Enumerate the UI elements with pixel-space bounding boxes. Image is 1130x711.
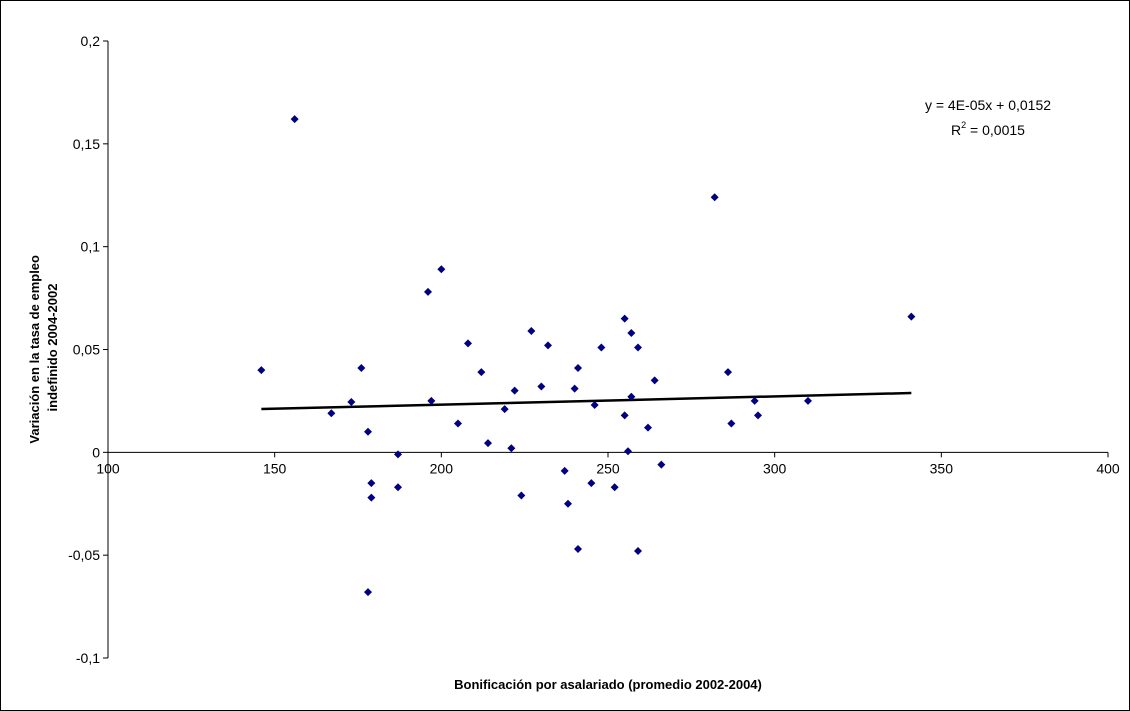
y-axis-title-line-2: indefinido 2004-2002 xyxy=(45,284,60,412)
data-point xyxy=(564,499,572,508)
x-axis-title: Bonificación por asalariado (promedio 20… xyxy=(454,677,762,692)
y-axis-title: Variación en la tasa de empleo indefinid… xyxy=(27,251,60,443)
r2-prefix: R xyxy=(951,122,961,138)
x-tick-label: 400 xyxy=(1096,460,1120,476)
y-tick-label: 0 xyxy=(92,444,100,460)
data-point xyxy=(560,466,569,475)
data-point xyxy=(357,364,366,373)
y-tick-label: 0,15 xyxy=(73,136,100,152)
data-point xyxy=(570,384,579,393)
data-point xyxy=(724,368,732,377)
data-point xyxy=(394,450,402,459)
data-point xyxy=(544,341,552,350)
trendline-r-squared: R2 = 0,0015 xyxy=(951,120,1025,138)
y-axis-title-line-1: Variación en la tasa de empleo xyxy=(27,255,42,444)
data-point xyxy=(477,368,486,377)
data-point xyxy=(527,326,536,335)
data-point xyxy=(484,439,492,448)
r2-value: = 0,0015 xyxy=(966,122,1025,138)
x-tick-label: 200 xyxy=(430,460,454,476)
data-point xyxy=(754,411,762,420)
trendline-group xyxy=(261,391,912,411)
r2-exponent: 2 xyxy=(961,120,966,130)
data-point xyxy=(597,343,606,352)
trendline xyxy=(261,391,912,411)
data-point xyxy=(644,423,652,432)
data-point xyxy=(507,444,516,453)
data-point xyxy=(627,392,636,401)
y-axis-ticks: -0,1 -0,05 0 0,05 0,1 0,15 0,2 xyxy=(68,33,108,666)
data-point xyxy=(424,287,432,296)
data-point xyxy=(290,115,299,124)
x-tick-label: 350 xyxy=(930,460,954,476)
data-point xyxy=(464,339,472,348)
data-point xyxy=(257,366,266,375)
data-point xyxy=(364,588,372,597)
data-point xyxy=(727,419,736,428)
data-point xyxy=(367,479,376,488)
data-point xyxy=(634,547,642,556)
data-point xyxy=(454,419,462,428)
trendline-equation: y = 4E-05x + 0,0152 xyxy=(925,97,1051,113)
data-point xyxy=(710,193,719,202)
data-point xyxy=(537,382,546,391)
data-point xyxy=(907,312,916,321)
data-point xyxy=(804,396,812,405)
data-point xyxy=(500,405,509,414)
data-point xyxy=(510,386,519,395)
data-point xyxy=(627,329,636,338)
data-point xyxy=(367,493,376,502)
data-point xyxy=(574,544,582,553)
x-tick-label: 100 xyxy=(96,460,120,476)
data-points xyxy=(257,115,916,597)
x-tick-label: 250 xyxy=(596,460,620,476)
data-point xyxy=(327,409,336,418)
data-point xyxy=(437,265,446,274)
data-point xyxy=(590,401,599,410)
data-point xyxy=(427,396,436,405)
data-point xyxy=(650,376,659,385)
y-tick-label: 0,05 xyxy=(73,342,100,358)
y-tick-label: -0,05 xyxy=(68,547,100,563)
data-point xyxy=(657,460,666,469)
data-point xyxy=(634,343,642,352)
data-point xyxy=(587,479,596,488)
y-tick-label: -0,1 xyxy=(76,650,100,666)
x-axis-ticks: 100 150 200 250 300 350 400 xyxy=(96,452,1120,476)
x-tick-label: 150 xyxy=(263,460,287,476)
data-point xyxy=(364,427,372,436)
data-point xyxy=(517,491,526,500)
data-point xyxy=(750,396,759,405)
x-tick-label: 300 xyxy=(763,460,787,476)
y-tick-label: 0,1 xyxy=(81,239,101,255)
data-point xyxy=(620,314,629,323)
y-tick-label: 0,2 xyxy=(81,33,101,49)
data-point xyxy=(347,397,356,406)
data-point xyxy=(394,483,402,492)
data-point xyxy=(620,411,629,420)
data-point xyxy=(574,364,582,373)
data-point xyxy=(624,447,632,456)
data-point xyxy=(610,483,619,492)
